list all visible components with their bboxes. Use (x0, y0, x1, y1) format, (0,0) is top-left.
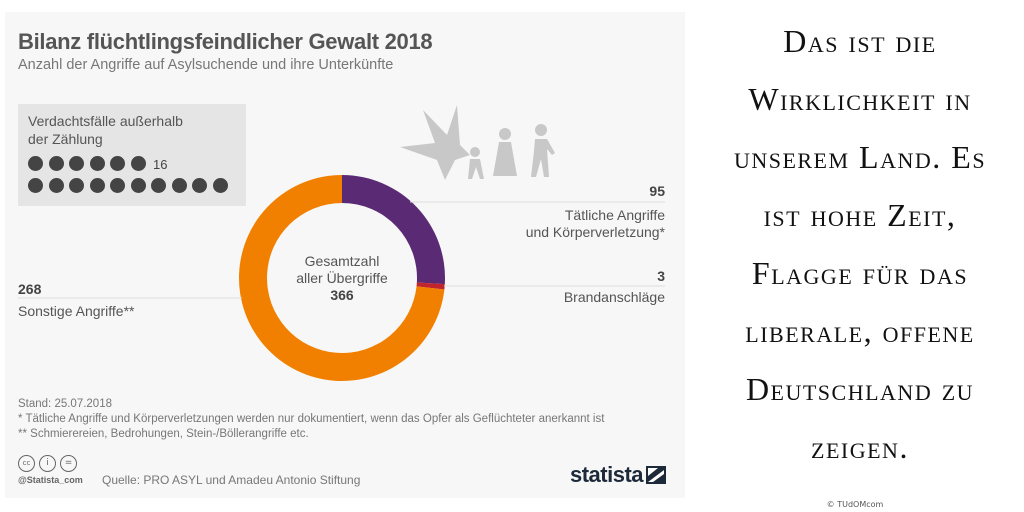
suspect-dot (192, 178, 207, 193)
statista-logo-icon (646, 466, 666, 484)
assault-label: Tätliche Angriffe und Körperverletzung* (465, 207, 665, 241)
arson-value: 3 (657, 268, 665, 284)
chart-subtitle: Anzahl der Angriffe auf Asylsuchende und… (18, 57, 394, 73)
chart-title: Bilanz flüchtlingsfeindlicher Gewalt 201… (18, 29, 433, 54)
suspect-dot (130, 156, 146, 171)
donut-chart (239, 175, 445, 381)
suspect-cases-title: Verdachtsfälle außerhalb der Zählung (28, 112, 183, 148)
source-note: Quelle: PRO ASYL und Amadeu Antonio Stif… (102, 473, 361, 487)
arson-label: Brandanschläge (563, 289, 665, 305)
suspect-title-line: der Zählung (28, 131, 103, 147)
total-value: 366 (330, 287, 354, 303)
date-note: Stand: 25.07.2018 (18, 398, 112, 410)
quote-line: Das ist die (783, 23, 937, 59)
suspect-title-line: Verdachtsfälle außerhalb (28, 113, 183, 129)
attribution-icon: i (39, 455, 56, 472)
suspect-dot (69, 178, 84, 193)
suspect-dot (212, 178, 228, 193)
suspect-dot (48, 156, 64, 171)
no-derivatives-icon: = (60, 455, 77, 472)
infographic-panel (5, 12, 685, 498)
quote-line: ist hohe Zeit, (763, 197, 957, 233)
assault-value: 95 (649, 183, 665, 199)
center-label-line: Gesamtzahl (304, 253, 380, 269)
quote-line: liberale, offene (745, 313, 975, 349)
assault-label-line: Tätliche Angriffe (564, 207, 665, 223)
suspect-dot (110, 156, 125, 171)
quote-line: Wirklichkeit in (748, 81, 972, 117)
assault-label-line: und Körperverletzung* (525, 224, 665, 240)
explosion-icon (400, 105, 470, 180)
suspect-count: 16 (153, 157, 168, 172)
suspect-dot (48, 178, 64, 193)
other-label: Sonstige Angriffe** (18, 303, 135, 319)
donut-slice-0 (342, 175, 445, 285)
suspect-cases-box: Verdachtsfälle außerhalb der Zählung 16 (18, 104, 246, 206)
leader-lines (18, 201, 665, 299)
cc-icon: cc (18, 455, 35, 472)
suspect-dot (110, 178, 125, 193)
family-icon (468, 124, 555, 179)
suspect-dot (69, 156, 84, 171)
suspect-dot (171, 178, 187, 193)
suspect-dot (89, 156, 105, 171)
footnote-2: ** Schmierereien, Bedrohungen, Stein-/Bö… (18, 428, 309, 440)
other-value: 268 (18, 281, 42, 297)
quote-line: unserem Land. Es (733, 139, 987, 175)
copyright: © TUdOMcom (826, 500, 884, 509)
suspect-dot (130, 178, 146, 193)
quote-text: Das ist die Wirklichkeit in unserem Land. … (700, 12, 1020, 476)
statista-logo: statista (570, 462, 644, 487)
suspect-dot (28, 178, 43, 193)
quote-line: zeigen. (811, 429, 909, 465)
suspect-dot (151, 178, 166, 193)
suspect-dot (89, 178, 105, 193)
statista-handle[interactable]: @Statista_com (18, 475, 83, 485)
refugee-attack-icon (400, 105, 555, 180)
donut-slice-1 (416, 282, 445, 290)
suspect-dot (28, 156, 43, 171)
quote-line: Deutschland zu (745, 371, 975, 407)
donut-center-label: Gesamtzahl aller Übergriffe 366 (240, 253, 444, 304)
quote-line: Flagge für das (751, 255, 969, 291)
center-label-line: aller Übergriffe (296, 270, 388, 286)
cc-license-icons: cc i = (18, 455, 77, 472)
footnote-1: * Tätliche Angriffe und Körperverletzung… (18, 413, 605, 425)
